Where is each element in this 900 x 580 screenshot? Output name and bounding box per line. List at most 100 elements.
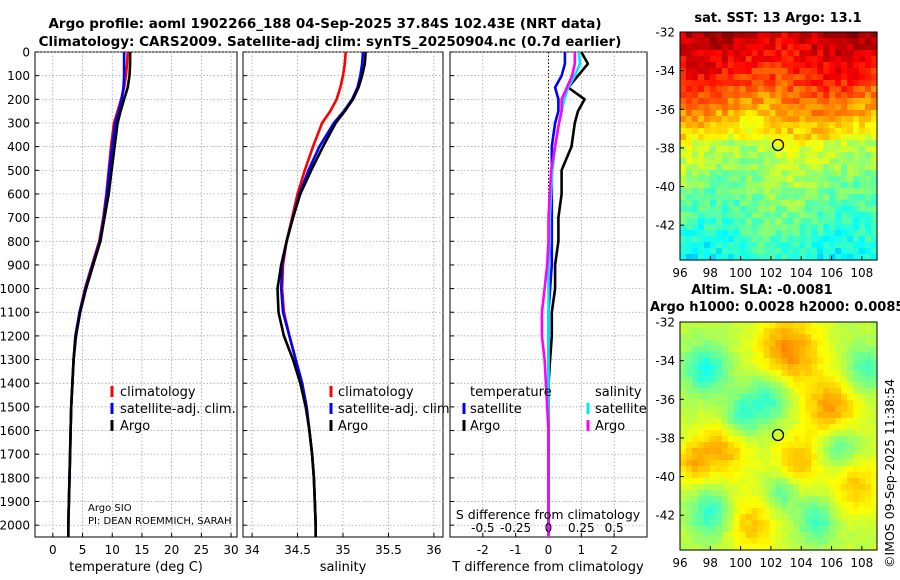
heatmap-cell — [769, 38, 777, 45]
heatmap-cell — [841, 520, 848, 527]
heatmap-cell — [721, 502, 729, 509]
heatmap-cell — [763, 334, 771, 341]
heatmap-cell — [805, 188, 812, 195]
sla-map-yticks: -32-34-36-38-40-42 — [655, 316, 684, 523]
heatmap-cell — [775, 436, 783, 443]
heatmap-cell — [685, 472, 693, 479]
heatmap-cell — [721, 68, 729, 75]
heatmap-cell — [715, 200, 723, 207]
heatmap-cell — [853, 98, 860, 105]
heatmap-cell — [823, 74, 830, 81]
heatmap-cell — [865, 364, 872, 371]
map-y-tick-label: -40 — [655, 470, 675, 484]
heatmap-cell — [757, 170, 765, 177]
heatmap-cell — [811, 490, 818, 497]
heatmap-cell — [823, 128, 830, 135]
heatmap-cell — [745, 98, 753, 105]
heatmap-cell — [757, 460, 765, 467]
heatmap-cell — [835, 520, 842, 527]
heatmap-cell — [763, 484, 771, 491]
heatmap-cell — [799, 502, 806, 509]
heatmap-cell — [841, 406, 848, 413]
heatmap-cell — [787, 520, 795, 527]
heatmap-cell — [799, 364, 806, 371]
heatmap-cell — [871, 44, 878, 51]
heatmap-cell — [697, 352, 705, 359]
heatmap-cell — [835, 116, 842, 123]
heatmap-cell — [817, 248, 824, 255]
heatmap-cell — [745, 56, 753, 63]
heatmap-cell — [691, 406, 699, 413]
heatmap-cell — [847, 104, 854, 111]
heatmap-cell — [775, 322, 783, 329]
heatmap-cell — [871, 442, 878, 449]
heatmap-cell — [721, 376, 729, 383]
heatmap-cell — [805, 62, 812, 69]
heatmap-cell — [793, 418, 800, 425]
heatmap-cell — [685, 376, 693, 383]
heatmap-cell — [835, 364, 842, 371]
heatmap-cell — [739, 248, 747, 255]
heatmap-cell — [781, 430, 789, 437]
heatmap-cell — [829, 346, 836, 353]
heatmap-cell — [733, 188, 741, 195]
heatmap-cell — [835, 224, 842, 231]
heatmap-cell — [703, 328, 711, 335]
heatmap-cell — [865, 478, 872, 485]
heatmap-cell — [781, 206, 789, 213]
heatmap-cell — [871, 86, 878, 93]
heatmap-cell — [751, 134, 759, 141]
heatmap-cell — [757, 430, 765, 437]
heatmap-cell — [685, 62, 693, 69]
heatmap-cell — [829, 340, 836, 347]
heatmap-cell — [739, 188, 747, 195]
heatmap-cell — [745, 520, 753, 527]
heatmap-cell — [865, 424, 872, 431]
legend-s-argo-label: Argo — [595, 419, 625, 434]
heatmap-cell — [853, 230, 860, 237]
heatmap-cell — [721, 104, 729, 111]
heatmap-cell — [727, 370, 735, 377]
heatmap-cell — [721, 442, 729, 449]
heatmap-cell — [715, 248, 723, 255]
heatmap-cell — [685, 412, 693, 419]
heatmap-cell — [781, 140, 789, 147]
heatmap-cell — [805, 382, 812, 389]
heatmap-cell — [769, 436, 777, 443]
secondary-x-tick-label: -0.5 — [471, 521, 494, 535]
heatmap-cell — [763, 164, 771, 171]
heatmap-cell — [775, 164, 783, 171]
temperature-legend: climatology satellite-adj. clim. Argo — [110, 385, 236, 434]
heatmap-cell — [715, 62, 723, 69]
heatmap-cell — [709, 532, 717, 539]
map-y-tick-label: -34 — [655, 354, 675, 368]
heatmap-cell — [745, 104, 753, 111]
heatmap-cell — [799, 322, 806, 329]
heatmap-cell — [751, 448, 759, 455]
heatmap-cell — [715, 436, 723, 443]
heatmap-cell — [685, 254, 693, 261]
heatmap-cell — [841, 376, 848, 383]
heatmap-cell — [847, 116, 854, 123]
heatmap-cell — [739, 472, 747, 479]
heatmap-cell — [757, 188, 765, 195]
heatmap-cell — [805, 508, 812, 515]
heatmap-cell — [781, 134, 789, 141]
heatmap-cell — [805, 442, 812, 449]
heatmap-cell — [829, 352, 836, 359]
heatmap-cell — [853, 80, 860, 87]
heatmap-cell — [859, 532, 866, 539]
heatmap-cell — [811, 526, 818, 533]
heatmap-cell — [775, 212, 783, 219]
heatmap-cell — [823, 110, 830, 117]
heatmap-cell — [680, 236, 687, 243]
heatmap-cell — [680, 206, 687, 213]
heatmap-cell — [709, 328, 717, 335]
heatmap-cell — [829, 472, 836, 479]
heatmap-cell — [721, 508, 729, 515]
heatmap-cell — [691, 544, 699, 551]
heatmap-cell — [691, 358, 699, 365]
heatmap-cell — [829, 140, 836, 147]
heatmap-cell — [763, 110, 771, 117]
heatmap-cell — [727, 532, 735, 539]
